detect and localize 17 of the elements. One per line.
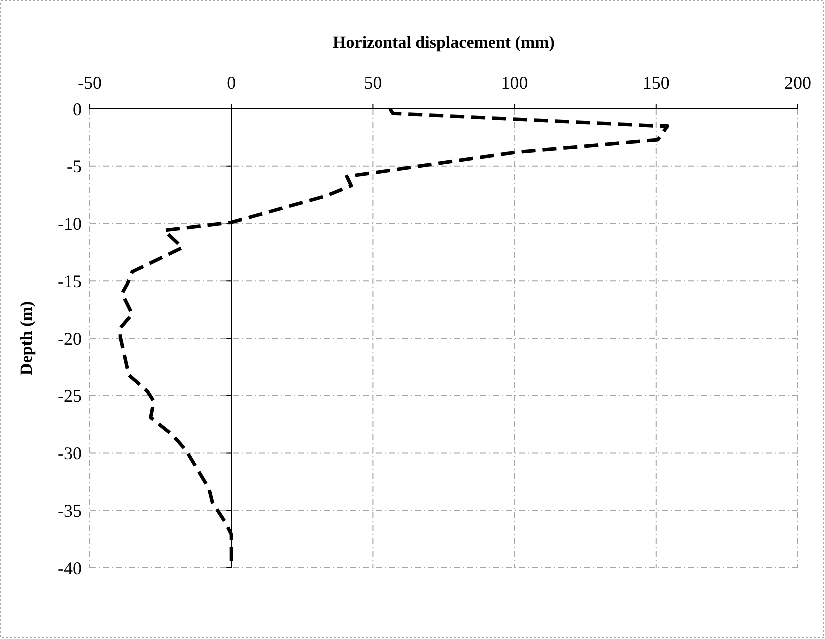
y-tick-label: -20	[58, 328, 82, 349]
y-tick-label: -30	[58, 444, 82, 464]
x-axis-title: Horizontal displacement (mm)	[333, 33, 555, 52]
y-tick-label: -5	[67, 156, 82, 177]
x-tick-label: 0	[227, 73, 236, 93]
y-tick-label: -10	[58, 214, 82, 234]
y-tick-label: -35	[58, 500, 82, 521]
y-axis-title: Depth (m)	[17, 301, 36, 376]
x-tick-label: 200	[784, 73, 812, 93]
x-tick-label: -50	[78, 73, 102, 93]
x-tick-label: 100	[501, 73, 528, 93]
y-tick-label: -25	[58, 386, 82, 406]
x-tick-label: 150	[642, 73, 670, 93]
y-tick-label: 0	[73, 99, 82, 120]
y-tick-label: -40	[58, 558, 82, 578]
x-tick-label: 50	[364, 73, 382, 93]
y-tick-label: -15	[58, 271, 82, 292]
